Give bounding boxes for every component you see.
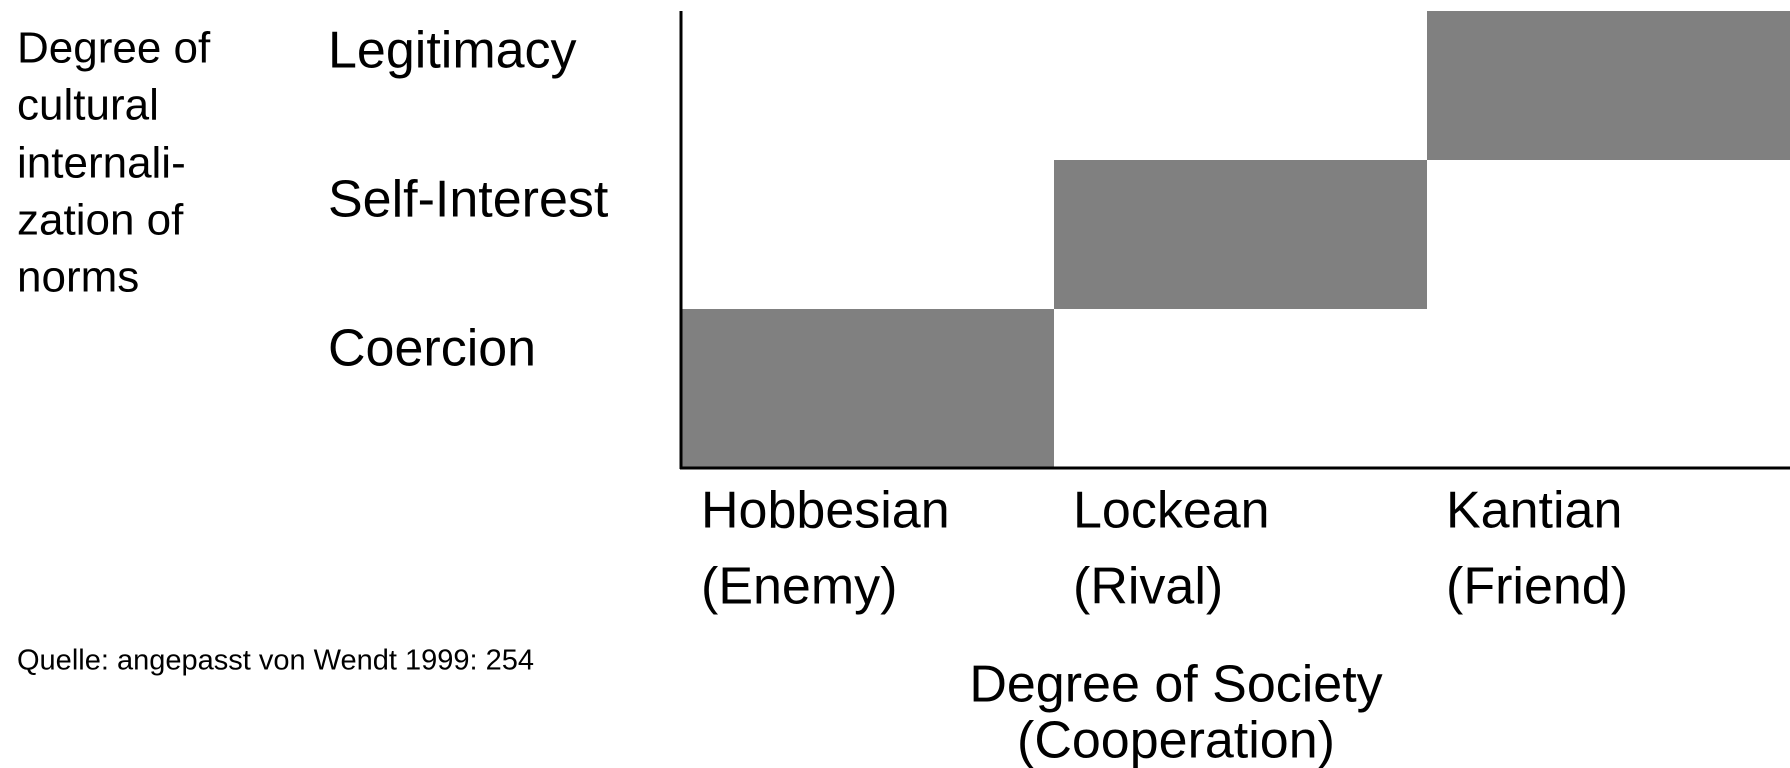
column-label: Lockean xyxy=(1073,482,1270,540)
self-interest-cell xyxy=(1054,160,1427,309)
column-label: Hobbesian xyxy=(701,482,950,540)
y-axis-label: norms xyxy=(17,253,139,302)
x-axis-label: Degree of Society xyxy=(969,656,1382,714)
legitimacy-cell xyxy=(1427,11,1790,160)
y-axis-label: Degree of xyxy=(17,24,211,73)
y-axis-label: internali- xyxy=(17,139,186,188)
column-role: (Friend) xyxy=(1446,558,1628,616)
coercion-cell xyxy=(681,309,1054,468)
row-label: Coercion xyxy=(328,320,536,378)
x-axis-label: (Cooperation) xyxy=(1017,712,1335,768)
source: Quelle: angepasst von Wendt 1999: 254 xyxy=(17,645,534,677)
y-axis-label: zation of xyxy=(17,196,184,245)
row-label: Legitimacy xyxy=(328,22,577,80)
y-axis-label: cultural xyxy=(17,81,159,130)
column-role: (Rival) xyxy=(1073,558,1223,616)
column-role: (Enemy) xyxy=(701,558,897,616)
column-label: Kantian xyxy=(1446,482,1622,540)
row-label: Self-Interest xyxy=(328,171,609,229)
